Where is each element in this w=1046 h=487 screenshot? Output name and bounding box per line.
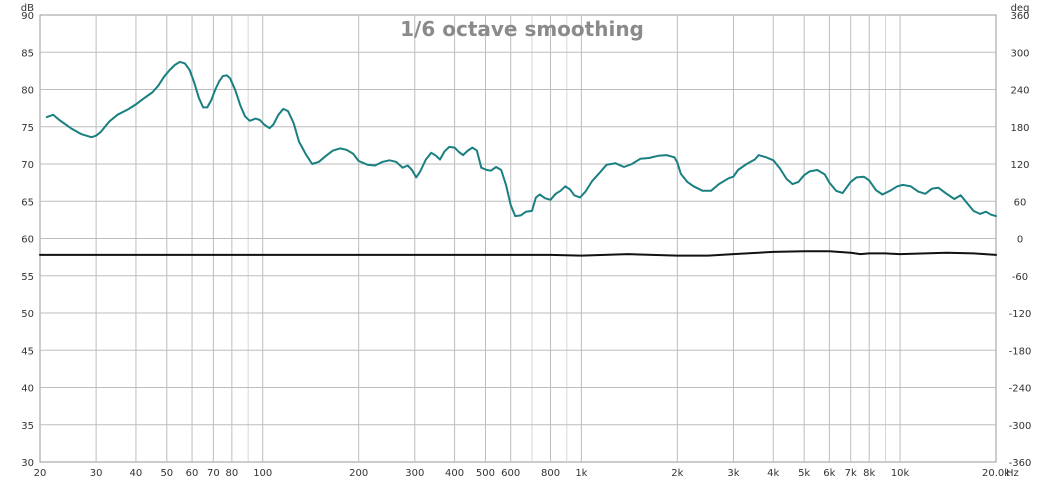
y-left-tick-label: 60	[21, 235, 34, 246]
x-tick-label: 20	[34, 468, 47, 479]
x-tick-label: 600	[501, 468, 520, 479]
x-tick-label: 30	[90, 468, 103, 479]
x-tick-label: 60	[186, 468, 199, 479]
x-tick-label: 10k	[891, 468, 910, 479]
x-tick-label: 300	[405, 468, 424, 479]
x-tick-label: 40	[130, 468, 143, 479]
grid	[40, 15, 996, 462]
x-tick-label: 20.0k	[982, 468, 1010, 479]
y-left-tick-label: 80	[21, 86, 34, 97]
x-tick-label: 1k	[575, 468, 587, 479]
y-left-tick-label: 90	[21, 11, 34, 22]
x-tick-label: 70	[207, 468, 220, 479]
y-left-tick-label: 85	[21, 48, 34, 59]
y-left-tick-label: 70	[21, 160, 34, 171]
x-tick-label: 6k	[823, 468, 835, 479]
x-tick-label: 100	[253, 468, 272, 479]
y-right-tick-label: 0	[1017, 235, 1023, 246]
series-layer	[39, 60, 997, 257]
y-right-tick-label: 240	[1010, 86, 1029, 97]
chart-title: 1/6 octave smoothing	[400, 17, 644, 41]
y-left-tick-label: 40	[21, 384, 34, 395]
y-left-tick-label: 30	[21, 458, 34, 469]
y-left-tick-label: 50	[21, 309, 34, 320]
y-left-tick-label: 75	[21, 123, 34, 134]
x-tick-label: 7k	[845, 468, 857, 479]
x-tick-label: 4k	[767, 468, 779, 479]
x-tick-label: 50	[160, 468, 173, 479]
x-tick-label: 80	[225, 468, 238, 479]
x-tick-label: 500	[476, 468, 495, 479]
x-tick-label: 8k	[863, 468, 875, 479]
magnitude-curve	[45, 60, 997, 218]
axes: 20 30 40 50 60 70 80 100 200 300 400 500 600 800 1k 2k 3…	[21, 3, 1032, 479]
y-left-tick-label: 55	[21, 272, 34, 283]
x-tick-label: 800	[541, 468, 560, 479]
y-left-unit: dB	[21, 3, 34, 14]
x-tick-label: 2k	[671, 468, 683, 479]
x-tick-label: 200	[349, 468, 368, 479]
y-right-tick-label: 60	[1014, 197, 1027, 208]
x-tick-label: 3k	[727, 468, 739, 479]
x-tick-label: 5k	[798, 468, 810, 479]
y-right-tick-label: -360	[1009, 458, 1032, 469]
x-axis-unit: Hz	[1006, 468, 1019, 479]
y-right-tick-label: -60	[1012, 272, 1028, 283]
x-tick-label: 400	[445, 468, 464, 479]
y-right-tick-label: -120	[1009, 309, 1032, 320]
y-right-tick-label: -300	[1009, 421, 1032, 432]
y-right-tick-label: -240	[1009, 384, 1032, 395]
y-right-tick-label: 300	[1010, 48, 1029, 59]
y-right-unit: deg	[1011, 3, 1030, 14]
y-right-tick-label: -180	[1009, 346, 1032, 357]
y-left-tick-label: 45	[21, 346, 34, 357]
phase-curve	[39, 250, 997, 257]
y-right-tick-label: 360	[1010, 11, 1029, 22]
y-left-tick-label: 65	[21, 197, 34, 208]
y-right-tick-label: 180	[1010, 123, 1029, 134]
y-right-tick-label: 120	[1010, 160, 1029, 171]
y-left-tick-label: 35	[21, 421, 34, 432]
